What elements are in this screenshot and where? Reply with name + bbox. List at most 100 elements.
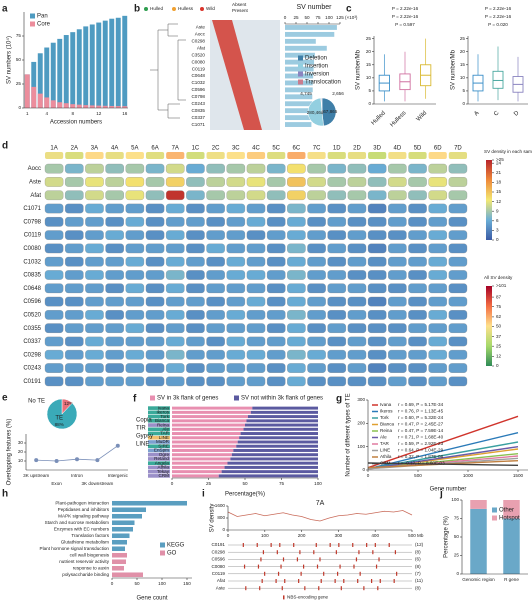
- all-density-cell: [206, 152, 225, 159]
- gene-marker: [315, 543, 317, 547]
- heat-cell: [307, 256, 326, 267]
- y-tick-label: 20: [460, 49, 466, 54]
- heat-cell: [206, 283, 225, 294]
- y-tick-label: 0: [462, 101, 465, 106]
- heat-cell: [367, 310, 387, 320]
- x-tick-label: Hulless: [389, 110, 407, 128]
- row-label: C0520: [23, 312, 41, 318]
- heat-cell: [428, 283, 447, 294]
- y-tick-label: 50: [454, 534, 460, 539]
- heat-cell: [367, 190, 387, 201]
- panel-letter: e: [2, 393, 8, 404]
- bar: [112, 546, 125, 552]
- bar: [503, 518, 520, 574]
- x-tick-label: 75: [315, 15, 321, 20]
- gene-markers: [261, 579, 395, 583]
- x-tick-label: R gene: [504, 577, 519, 582]
- legend-swatch: [200, 7, 204, 11]
- heat-cell: [428, 310, 447, 320]
- heat-cell: [165, 243, 185, 254]
- bar: [31, 86, 37, 108]
- heat-cell: [125, 243, 145, 254]
- heat-cell: [105, 310, 124, 320]
- y-tick-label: TAR: [160, 431, 170, 436]
- heat-cell: [44, 203, 64, 214]
- y-tick-label: Ogre: [159, 452, 170, 457]
- point: [54, 459, 59, 463]
- x-tick-label: 1000: [463, 473, 474, 478]
- legend-stats: r = 0.69, P = 5.17E-34: [398, 402, 444, 407]
- value-label: 88%: [55, 422, 64, 427]
- column-label: 3A: [91, 146, 98, 152]
- heat-cell: [347, 190, 367, 201]
- heat-cell: [408, 336, 427, 347]
- heat-cell: [388, 296, 407, 307]
- heat-cell: [246, 163, 266, 174]
- line: [367, 415, 519, 469]
- all-density-cell: [287, 152, 306, 159]
- gene-marker: [353, 564, 355, 569]
- bar: [285, 45, 327, 51]
- bar: [89, 105, 95, 108]
- y-tick-label: MuDR: [156, 439, 170, 444]
- y-axis-label: SV number/Mb: [451, 49, 457, 90]
- y-tick-label: 800: [217, 515, 225, 520]
- y-tick-label: 20: [366, 49, 372, 54]
- heat-cell: [246, 177, 266, 187]
- heat-cell: [206, 310, 225, 320]
- heat-cell: [246, 256, 266, 267]
- row-label: C0835: [23, 273, 41, 279]
- heat-cell: [448, 243, 468, 254]
- point: [34, 458, 39, 463]
- y-tick-label: 25: [460, 36, 466, 41]
- panel-letter: a: [2, 4, 8, 15]
- gene-marker: [242, 543, 244, 547]
- heat-cell: [206, 376, 225, 387]
- gene-marker: [357, 579, 359, 583]
- column-label: 6A: [151, 146, 158, 152]
- pav-block: [210, 20, 280, 130]
- heat-cell: [266, 243, 286, 254]
- y-tick-label: 20: [18, 449, 24, 454]
- heat-cell: [105, 190, 124, 201]
- heat-cell: [307, 243, 326, 254]
- y-tick-label: 50: [16, 57, 22, 62]
- y-tick-label: C0080: [191, 59, 205, 64]
- category-badge: [148, 414, 170, 419]
- y-tick-label: 0: [456, 571, 459, 576]
- heat-cell: [226, 283, 246, 294]
- heat-cell: [226, 217, 246, 227]
- bar: [250, 410, 318, 414]
- x-tick-label: 4: [45, 111, 48, 116]
- y-tick-label: 25: [454, 553, 460, 558]
- gene-marker: [270, 543, 272, 547]
- heat-cell: [428, 243, 447, 254]
- group-legend: Copia: [136, 418, 152, 424]
- y-tick-label: 15: [366, 62, 372, 67]
- y-tick-label: C1032: [191, 80, 205, 85]
- colorbar-label: 6: [496, 218, 499, 223]
- bar: [172, 444, 237, 448]
- bar: [246, 419, 318, 423]
- legend-label: SV not within 3k flank of genes: [241, 396, 323, 402]
- track-count: (6): [415, 557, 421, 562]
- heat-cell: [367, 230, 387, 240]
- bar: [112, 500, 187, 506]
- bar: [285, 52, 315, 58]
- y-tick-label: C0337: [191, 115, 205, 120]
- heat-cell: [125, 296, 145, 307]
- bar: [172, 427, 244, 431]
- heat-cell: [206, 243, 225, 254]
- heat-cell: [367, 296, 387, 307]
- heat-cell: [246, 349, 266, 360]
- category-badge: [148, 423, 170, 427]
- heat-cell: [186, 283, 205, 294]
- bar: [172, 457, 231, 461]
- bar: [224, 465, 318, 469]
- gene-marker: [260, 557, 262, 562]
- heat-cell: [44, 163, 64, 174]
- row-label: C0080: [23, 246, 41, 252]
- bar: [24, 74, 30, 108]
- heat-cell: [105, 363, 124, 373]
- bar: [285, 31, 335, 37]
